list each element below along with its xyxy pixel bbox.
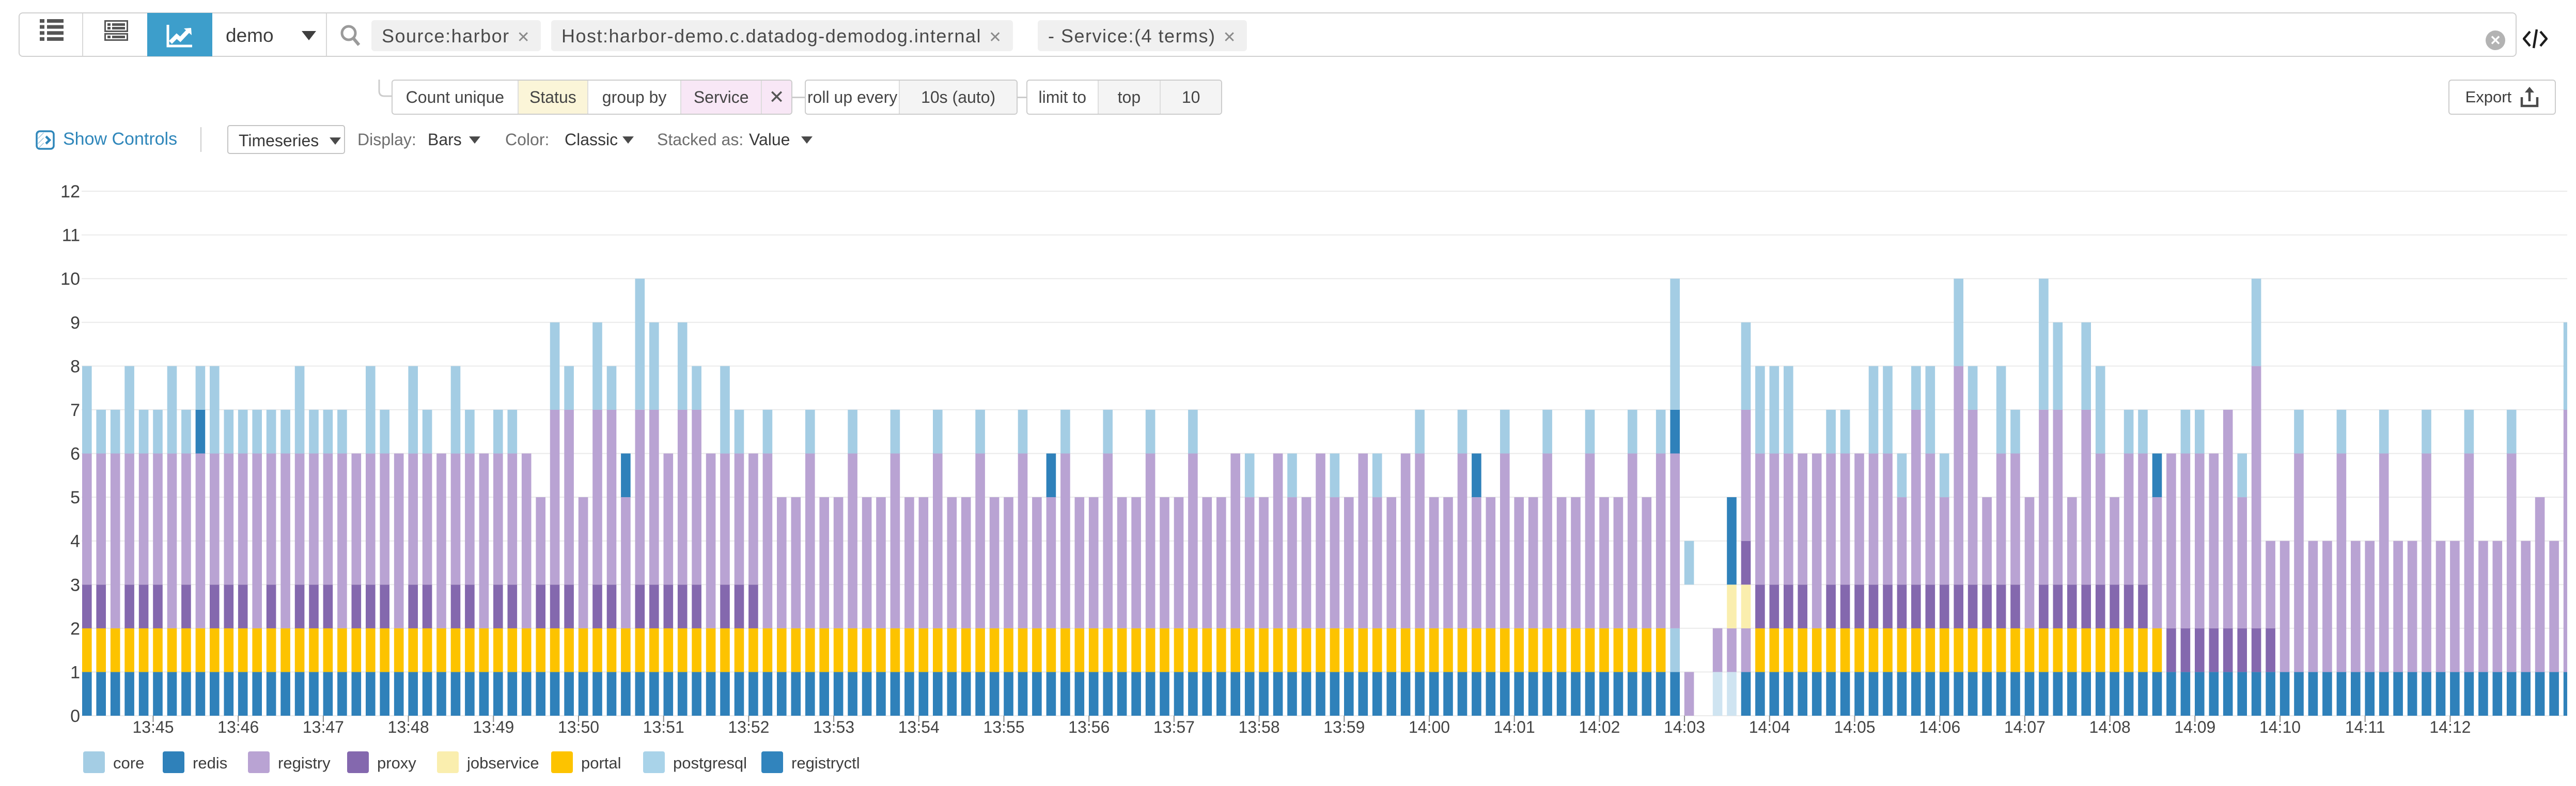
svg-text:13:57: 13:57: [1153, 718, 1195, 736]
svg-text:2: 2: [70, 619, 80, 639]
svg-text:1: 1: [70, 662, 80, 682]
svg-text:10: 10: [60, 269, 80, 289]
svg-text:13:55: 13:55: [983, 718, 1024, 736]
svg-text:13:56: 13:56: [1068, 718, 1110, 736]
svg-text:11: 11: [62, 226, 80, 245]
svg-text:3: 3: [70, 575, 80, 595]
svg-text:14:08: 14:08: [2089, 718, 2131, 736]
svg-text:9: 9: [70, 313, 80, 333]
svg-text:13:54: 13:54: [898, 718, 940, 736]
svg-text:13:59: 13:59: [1323, 718, 1365, 736]
svg-text:13:45: 13:45: [132, 718, 174, 736]
svg-text:13:46: 13:46: [217, 718, 259, 736]
svg-text:14:05: 14:05: [1834, 718, 1875, 736]
svg-text:13:52: 13:52: [728, 718, 769, 736]
svg-text:14:10: 14:10: [2259, 718, 2301, 736]
svg-text:14:07: 14:07: [2004, 718, 2046, 736]
svg-text:14:00: 14:00: [1409, 718, 1450, 736]
svg-text:14:11: 14:11: [2345, 718, 2385, 736]
svg-text:14:12: 14:12: [2429, 718, 2471, 736]
svg-text:14:09: 14:09: [2174, 718, 2215, 736]
svg-text:7: 7: [70, 400, 80, 420]
svg-text:5: 5: [70, 488, 80, 507]
svg-text:13:51: 13:51: [643, 718, 684, 736]
svg-text:14:02: 14:02: [1579, 718, 1620, 736]
svg-text:0: 0: [70, 706, 80, 726]
svg-text:8: 8: [70, 357, 80, 376]
svg-text:14:06: 14:06: [1919, 718, 1960, 736]
svg-text:12: 12: [60, 182, 80, 202]
svg-text:13:58: 13:58: [1239, 718, 1280, 736]
svg-text:4: 4: [70, 532, 80, 551]
svg-text:14:03: 14:03: [1664, 718, 1705, 736]
svg-text:13:53: 13:53: [813, 718, 854, 736]
svg-text:13:49: 13:49: [473, 718, 514, 736]
svg-text:6: 6: [70, 444, 80, 464]
svg-text:14:04: 14:04: [1749, 718, 1790, 736]
svg-text:13:50: 13:50: [558, 718, 599, 736]
svg-text:13:47: 13:47: [303, 718, 344, 736]
svg-text:13:48: 13:48: [388, 718, 429, 736]
svg-text:14:01: 14:01: [1494, 718, 1535, 736]
